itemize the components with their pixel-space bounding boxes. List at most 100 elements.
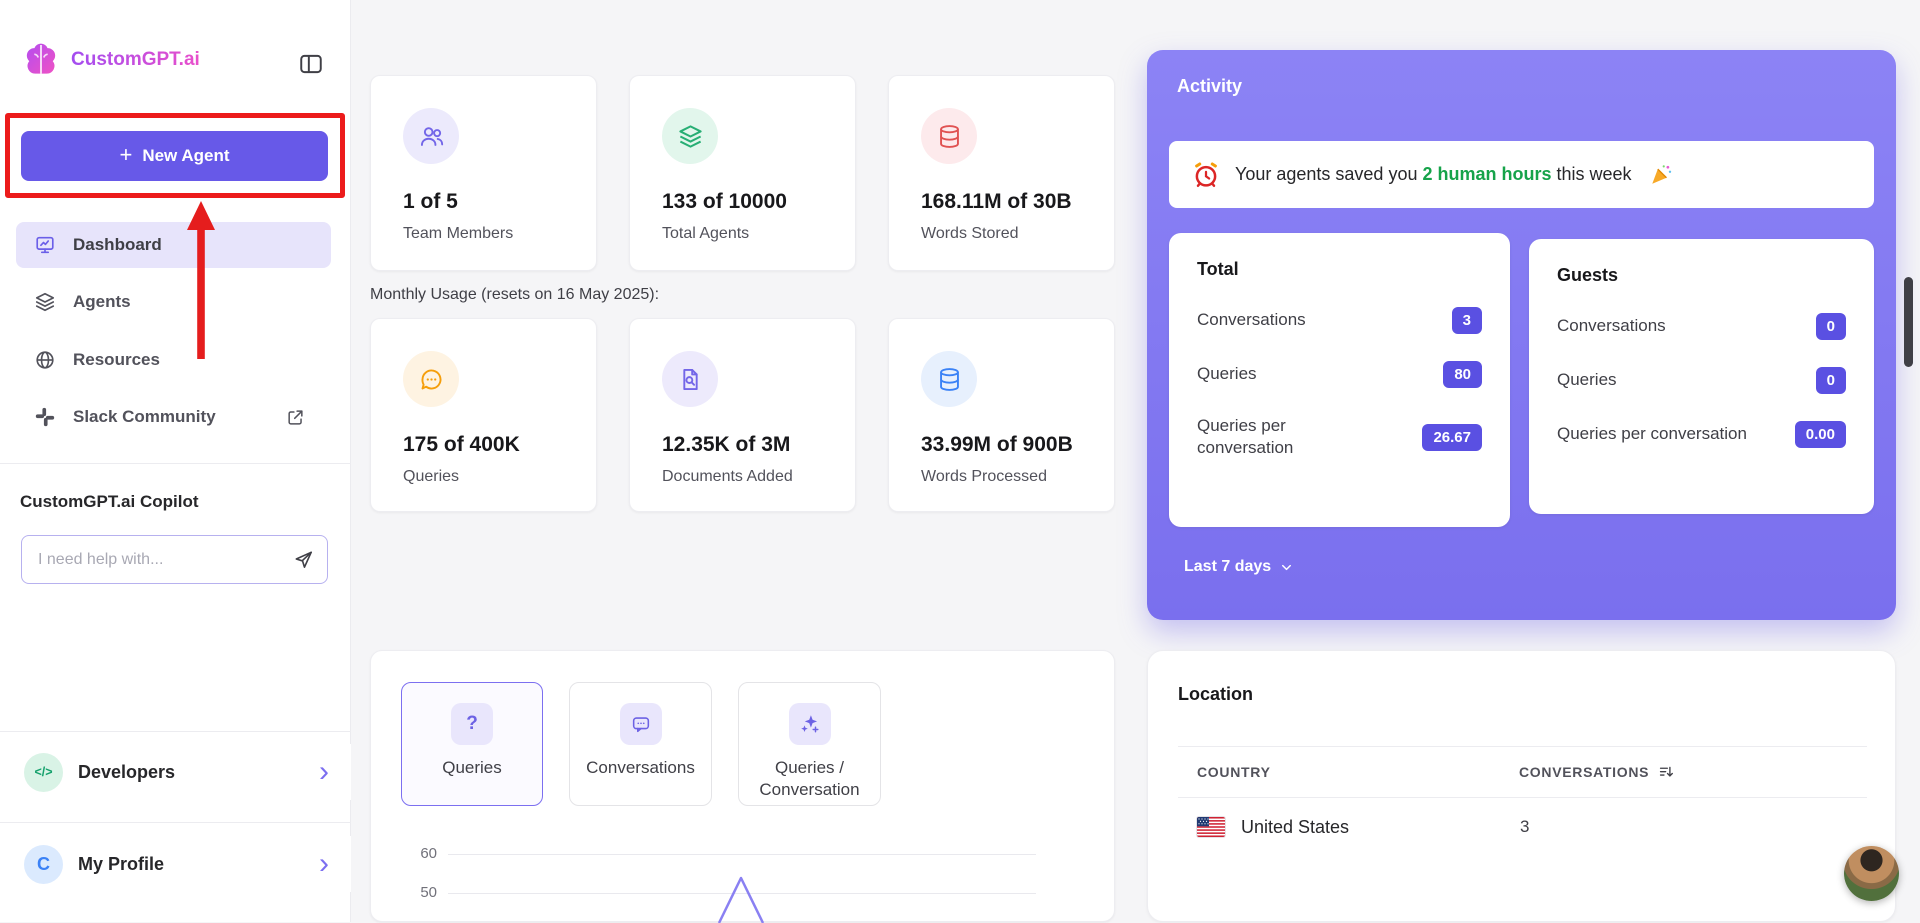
logo[interactable]: CustomGPT.ai (21, 40, 200, 80)
user-photo-avatar[interactable] (1844, 846, 1899, 901)
location-card: Location COUNTRY CONVERSATIONS (1147, 650, 1896, 922)
slack-icon (34, 406, 56, 428)
location-table: COUNTRY CONVERSATIONS (1178, 746, 1867, 856)
stat-row: Queries per conversation 26.67 (1197, 415, 1482, 459)
stat-value: 133 of 10000 (662, 190, 787, 213)
copilot-title: CustomGPT.ai Copilot (20, 492, 199, 511)
stat-row: Conversations 3 (1197, 307, 1482, 334)
scrollbar-thumb[interactable] (1904, 277, 1913, 367)
stat-card-words-processed: 33.99M of 900B Words Processed (888, 318, 1115, 512)
external-link-icon (286, 408, 305, 427)
y-axis-tick: 50 (420, 884, 437, 901)
date-range-dropdown[interactable]: Last 7 days (1184, 558, 1294, 576)
chevron-right-icon: › (319, 847, 329, 880)
tab-label: Conversations (586, 758, 695, 777)
queries-line-series (717, 876, 765, 923)
copilot-input-wrap (21, 535, 328, 584)
sidebar-item-slack-community[interactable]: Slack Community (16, 394, 331, 440)
stat-row: Conversations 0 (1557, 313, 1846, 340)
sort-icon[interactable] (1658, 764, 1675, 781)
stat-card-queries: 175 of 400K Queries (370, 318, 597, 512)
copilot-input[interactable] (21, 535, 328, 584)
tab-label: Queries / Conversation (759, 758, 860, 800)
stat-value: 12.35K of 3M (662, 433, 791, 456)
my-profile-label: My Profile (78, 853, 165, 874)
sidebar-item-dashboard[interactable]: Dashboard (16, 222, 331, 268)
total-stats-card: Total Conversations 3 Queries 80 Queries… (1169, 233, 1510, 527)
activity-banner: Your agents saved you 2 human hours this… (1169, 141, 1874, 208)
stat-card-total-agents: 133 of 10000 Total Agents (629, 75, 856, 271)
location-title: Location (1178, 684, 1253, 704)
stat-row: Queries 80 (1197, 361, 1482, 388)
stat-card-words-stored: 168.11M of 30B Words Stored (888, 75, 1115, 271)
column-country: COUNTRY (1197, 764, 1271, 780)
divider (0, 822, 351, 823)
question-mark-icon: ? (451, 703, 493, 745)
sidebar-collapse-icon[interactable] (298, 50, 326, 78)
sidebar-item-label: Dashboard (73, 235, 162, 254)
code-icon: </> (24, 752, 63, 792)
value-badge: 0 (1815, 367, 1846, 394)
us-flag-icon (1197, 817, 1225, 837)
tab-queries[interactable]: ? Queries (401, 682, 543, 806)
stat-label: Team Members (403, 225, 514, 242)
conversations-count: 3 (1520, 817, 1530, 836)
chevron-right-icon: › (319, 755, 329, 788)
human-hours-highlight: 2 human hours (1422, 164, 1552, 184)
my-profile-item[interactable]: C My Profile › (0, 836, 351, 892)
stat-row: Queries 0 (1557, 367, 1846, 394)
activity-title: Activity (1177, 76, 1243, 96)
divider (0, 731, 351, 732)
value-badge: 0.00 (1794, 421, 1846, 448)
database-icon (921, 108, 977, 164)
usage-chart-card: ? Queries Conversations Queries / Conver… (370, 650, 1115, 923)
table-row[interactable]: United States 3 (1178, 798, 1867, 856)
stat-value: 33.99M of 900B (921, 433, 1073, 456)
document-search-icon (662, 351, 718, 407)
sidebar-item-resources[interactable]: Resources (16, 337, 331, 383)
profile-avatar: C (24, 844, 63, 884)
new-agent-button[interactable]: + New Agent (21, 131, 328, 181)
tab-label: Queries (442, 758, 502, 777)
database-icon (921, 351, 977, 407)
guests-stats-card: Guests Conversations 0 Queries 0 Queries… (1529, 239, 1874, 514)
send-icon[interactable] (292, 548, 315, 571)
developers-label: Developers (78, 761, 176, 782)
monthly-usage-note: Monthly Usage (resets on 16 May 2025): (370, 286, 660, 303)
stat-label: Words Processed (921, 468, 1047, 485)
stat-label: Documents Added (662, 468, 793, 485)
sidebar-item-label: Agents (73, 292, 131, 311)
value-badge: 26.67 (1422, 423, 1482, 451)
y-axis-tick: 60 (420, 845, 437, 862)
chevron-down-icon (1279, 560, 1294, 575)
tab-queries-per-conversation[interactable]: Queries / Conversation (738, 682, 881, 806)
guests-title: Guests (1557, 265, 1619, 285)
team-members-icon (403, 108, 459, 164)
country-name: United States (1241, 816, 1350, 837)
layers-icon (34, 291, 56, 313)
new-agent-label: New Agent (142, 146, 230, 165)
stat-label: Queries (403, 468, 460, 485)
developers-item[interactable]: </> Developers › (0, 744, 351, 800)
stat-value: 1 of 5 (403, 190, 458, 213)
column-conversations[interactable]: CONVERSATIONS (1500, 764, 1867, 781)
brain-logo-icon (21, 40, 61, 80)
layers-icon (662, 108, 718, 164)
value-badge: 0 (1815, 313, 1846, 340)
gridline (448, 893, 1036, 894)
sidebar-item-agents[interactable]: Agents (16, 279, 331, 325)
stat-row: Queries per conversation 0.00 (1557, 421, 1846, 448)
sparkles-icon (788, 703, 831, 745)
plus-icon: + (119, 142, 133, 167)
stat-value: 168.11M of 30B (921, 190, 1072, 213)
divider (0, 463, 351, 464)
value-badge: 80 (1443, 361, 1482, 388)
party-popper-icon (1650, 164, 1672, 186)
total-title: Total (1197, 259, 1239, 279)
stat-card-documents-added: 12.35K of 3M Documents Added (629, 318, 856, 512)
tab-conversations[interactable]: Conversations (569, 682, 712, 806)
activity-panel: Activity Your agents saved you 2 human h… (1147, 50, 1896, 620)
sidebar: CustomGPT.ai + New Agent Dashboard Agent… (0, 0, 351, 922)
chat-bubble-icon (403, 351, 459, 407)
stat-card-team-members: 1 of 5 Team Members (370, 75, 597, 271)
